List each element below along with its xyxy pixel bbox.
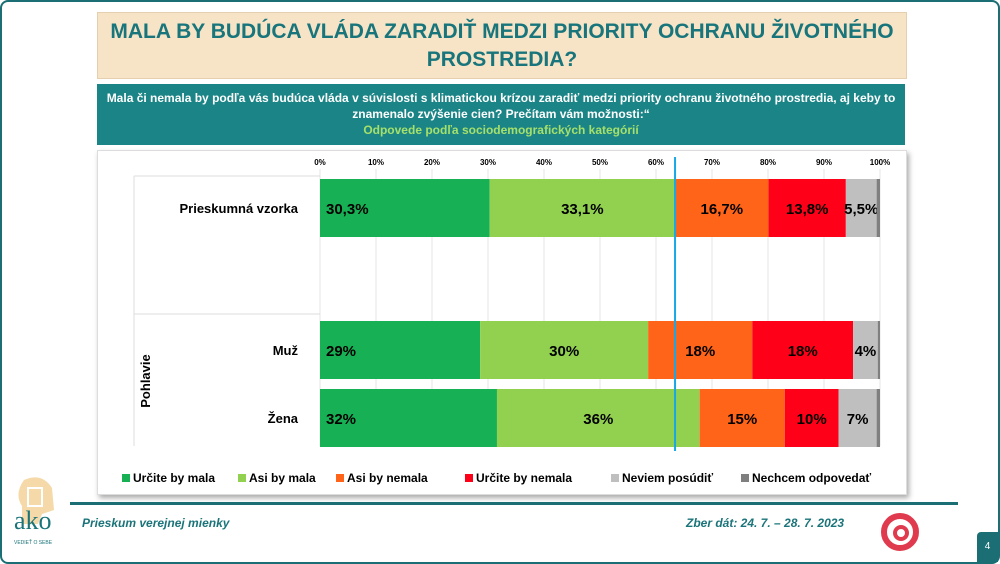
group-label: Pohlavie (138, 354, 153, 407)
legend-swatch (611, 474, 619, 482)
logo-text: ako (14, 506, 52, 535)
bar-segment (752, 321, 854, 379)
bar-segment (320, 389, 497, 447)
bar-segment (784, 389, 839, 447)
footer-divider (70, 502, 958, 505)
category-label: Muž (273, 343, 299, 358)
bar-segment (838, 389, 877, 447)
question-box: Mala či nemala by podľa vás budúca vláda… (97, 84, 905, 145)
x-tick-label: 0% (314, 158, 326, 167)
x-tick-label: 20% (424, 158, 440, 167)
stacked-bar-chart: 0% 10% 20% 30% 40% 50% 60% 70% 80% 90% 100% Pohlavi… (122, 157, 890, 485)
data-label: 5,5% (844, 201, 878, 218)
x-tick-label: 100% (870, 158, 890, 167)
data-label: 15% (727, 411, 757, 428)
bar-segment (648, 321, 753, 379)
bar-segment (768, 179, 846, 237)
legend-swatch (336, 474, 344, 482)
data-label: 16,7% (701, 201, 744, 218)
data-label: 30% (549, 343, 579, 360)
bar-segment (675, 179, 769, 237)
x-tick-label: 10% (368, 158, 384, 167)
bar-segment (496, 389, 700, 447)
legend-swatch (238, 474, 246, 482)
legend-label: Neviem posúdiť (622, 471, 713, 485)
legend-swatch (741, 474, 749, 482)
legend-label: Asi by nemala (347, 471, 428, 485)
bar-segment (877, 321, 880, 379)
data-label: 32% (326, 411, 356, 428)
x-tick-label: 60% (648, 158, 664, 167)
slide-title: MALA BY BUDÚCA VLÁDA ZARADIŤ MEDZI PRIOR… (97, 12, 907, 79)
footer-date: Zber dát: 24. 7. – 28. 7. 2023 (686, 516, 845, 530)
question-text: Mala či nemala by podľa vás budúca vláda… (106, 91, 896, 121)
bar-segment (876, 179, 880, 237)
bar-segment (489, 179, 676, 237)
data-label: 10% (797, 411, 827, 428)
logo-tagline: VEDIEŤ O SEBE (14, 540, 53, 546)
category-label: Prieskumná vzorka (179, 201, 298, 216)
bar-segment (320, 321, 481, 379)
spiral-logo-icon (880, 512, 920, 557)
x-tick-label: 50% (592, 158, 608, 167)
data-label: 36% (583, 411, 613, 428)
legend-label: Určite by nemala (476, 471, 572, 485)
x-tick-label: 40% (536, 158, 552, 167)
x-tick-label: 80% (760, 158, 776, 167)
x-tick-label: 70% (704, 158, 720, 167)
legend-swatch (465, 474, 473, 482)
data-label: 33,1% (561, 201, 604, 218)
legend-label: Nechcem odpovedať (752, 471, 871, 485)
data-label: 18% (685, 343, 715, 360)
data-label: 13,8% (786, 201, 829, 218)
data-label: 4% (855, 343, 877, 360)
bar-segment (845, 179, 877, 237)
bar-segment (320, 179, 490, 237)
data-label: 29% (326, 343, 356, 360)
question-note: Odpovede podľa sociodemografických kateg… (363, 123, 639, 137)
data-label: 18% (788, 343, 818, 360)
data-label: 30,3% (326, 201, 369, 218)
legend-swatch (122, 474, 130, 482)
data-label: 7% (847, 411, 869, 428)
bar-segment (480, 321, 649, 379)
chart-panel: 0% 10% 20% 30% 40% 50% 60% 70% 80% 90% 100% Pohlavi… (97, 150, 907, 495)
bar-segment (876, 389, 880, 447)
x-tick-label: 90% (816, 158, 832, 167)
bar-segment (853, 321, 878, 379)
page-number: 4 (977, 532, 998, 562)
x-tick-label: 30% (480, 158, 496, 167)
bar-segment (699, 389, 785, 447)
legend-label: Určite by mala (133, 471, 215, 485)
ako-logo: ako VEDIEŤ O SEBE (12, 476, 62, 556)
legend-label: Asi by mala (249, 471, 316, 485)
category-label: Žena (268, 411, 299, 426)
footer-survey-label: Prieskum verejnej mienky (82, 516, 230, 530)
